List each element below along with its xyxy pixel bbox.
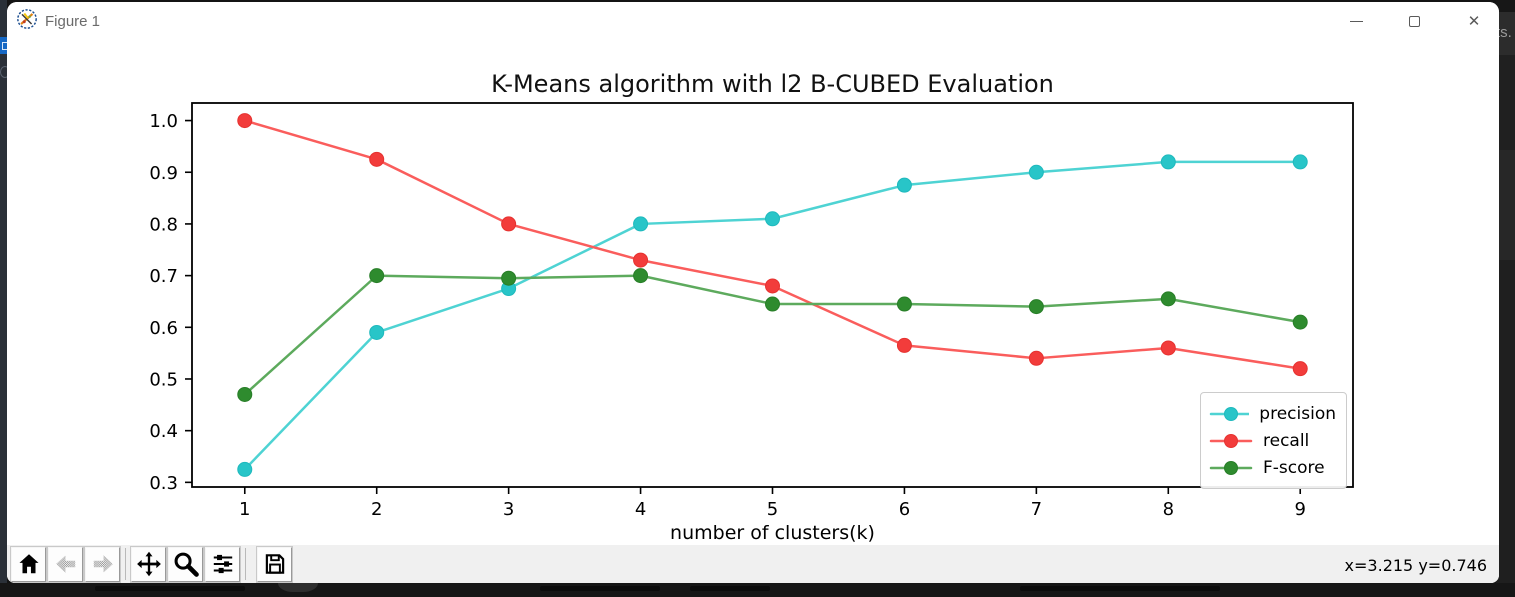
chart-legend: precision recall F-score <box>1200 392 1347 489</box>
svg-text:0.6: 0.6 <box>149 318 178 339</box>
legend-item-precision: precision <box>1209 400 1336 427</box>
legend-line-sample <box>1209 433 1253 448</box>
legend-item-recall: recall <box>1209 427 1336 454</box>
figure-canvas[interactable]: K-Means algorithm with l2 B-CUBED Evalua… <box>7 45 1499 545</box>
taskbar-fragment <box>0 583 1515 597</box>
svg-text:1: 1 <box>239 499 250 520</box>
svg-text:2: 2 <box>371 499 382 520</box>
svg-text:7: 7 <box>1031 499 1042 520</box>
close-button[interactable]: ✕ <box>1451 4 1497 38</box>
maximize-button[interactable] <box>1391 4 1437 38</box>
taskbar-blur-fragment <box>540 586 660 591</box>
legend-label: precision <box>1259 403 1336 424</box>
back-icon <box>55 555 75 573</box>
toolbar-separator <box>245 548 246 580</box>
legend-line-sample <box>1209 460 1253 475</box>
svg-text:8: 8 <box>1163 499 1174 520</box>
legend-label: F-score <box>1263 457 1325 478</box>
forward-icon <box>93 555 113 573</box>
matplotlib-icon <box>17 9 37 29</box>
svg-text:0.9: 0.9 <box>149 163 178 184</box>
svg-text:6: 6 <box>899 499 910 520</box>
maximize-icon <box>1408 15 1420 27</box>
taskbar-blur-fragment <box>95 586 245 591</box>
svg-text:0.7: 0.7 <box>149 266 178 287</box>
back-button[interactable] <box>47 545 84 583</box>
background-window-right-edge: ts. <box>1496 0 1515 583</box>
svg-text:1.0: 1.0 <box>149 111 178 132</box>
background-clipped-text: ts. <box>1496 24 1512 41</box>
save-button[interactable] <box>256 545 293 583</box>
chart-svg: K-Means algorithm with l2 B-CUBED Evalua… <box>149 70 1354 544</box>
zoom-button[interactable] <box>167 545 204 583</box>
svg-text:0.8: 0.8 <box>149 214 178 235</box>
svg-text:3: 3 <box>503 499 514 520</box>
background-window-edge <box>0 0 10 597</box>
svg-text:0.3: 0.3 <box>149 473 178 494</box>
configure-subplots-icon <box>213 554 232 574</box>
svg-text:9: 9 <box>1295 499 1306 520</box>
window-title: Figure 1 <box>45 13 101 30</box>
zoom-icon <box>174 552 199 577</box>
configure-subplots-button[interactable] <box>204 545 241 583</box>
svg-text:4: 4 <box>635 499 646 520</box>
toolbar-separator <box>125 548 126 580</box>
figure-window: Figure 1 ✕ K-Means algorithm with l2 B-C… <box>7 2 1499 583</box>
forward-button[interactable] <box>84 545 121 583</box>
svg-text:0.4: 0.4 <box>149 421 178 442</box>
cursor-coordinates: x=3.215 y=0.746 <box>1344 556 1487 575</box>
taskbar-blur-fragment <box>1020 586 1220 591</box>
minimize-icon <box>1349 20 1363 22</box>
home-button[interactable] <box>10 545 47 583</box>
pan-button[interactable] <box>130 545 167 583</box>
taskbar-blur-fragment <box>690 586 770 591</box>
svg-text:K-Means algorithm with l2 B-CU: K-Means algorithm with l2 B-CUBED Evalua… <box>491 70 1054 98</box>
legend-label: recall <box>1263 430 1310 451</box>
titlebar[interactable]: Figure 1 ✕ <box>7 2 1499 45</box>
svg-text:0.5: 0.5 <box>149 369 178 390</box>
close-icon: ✕ <box>1467 12 1481 30</box>
svg-text:5: 5 <box>767 499 778 520</box>
navigation-toolbar: x=3.215 y=0.746 <box>7 545 1499 583</box>
legend-item-F-score: F-score <box>1209 454 1336 481</box>
home-icon <box>18 554 39 574</box>
save-icon <box>265 554 284 574</box>
pan-icon <box>136 551 161 577</box>
minimize-button[interactable] <box>1333 4 1379 38</box>
taskbar-bump-fragment <box>278 583 318 592</box>
legend-line-sample <box>1209 406 1250 421</box>
background-app-badge <box>0 37 7 54</box>
svg-text:number of clusters(k): number of clusters(k) <box>670 522 875 544</box>
